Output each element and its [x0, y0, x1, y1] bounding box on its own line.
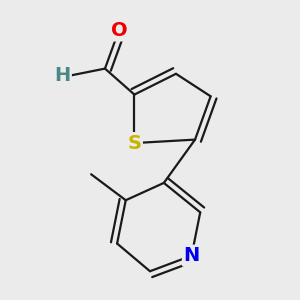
Text: S: S: [128, 134, 141, 153]
Text: H: H: [54, 66, 70, 85]
Text: N: N: [183, 246, 200, 265]
Text: O: O: [110, 21, 127, 40]
